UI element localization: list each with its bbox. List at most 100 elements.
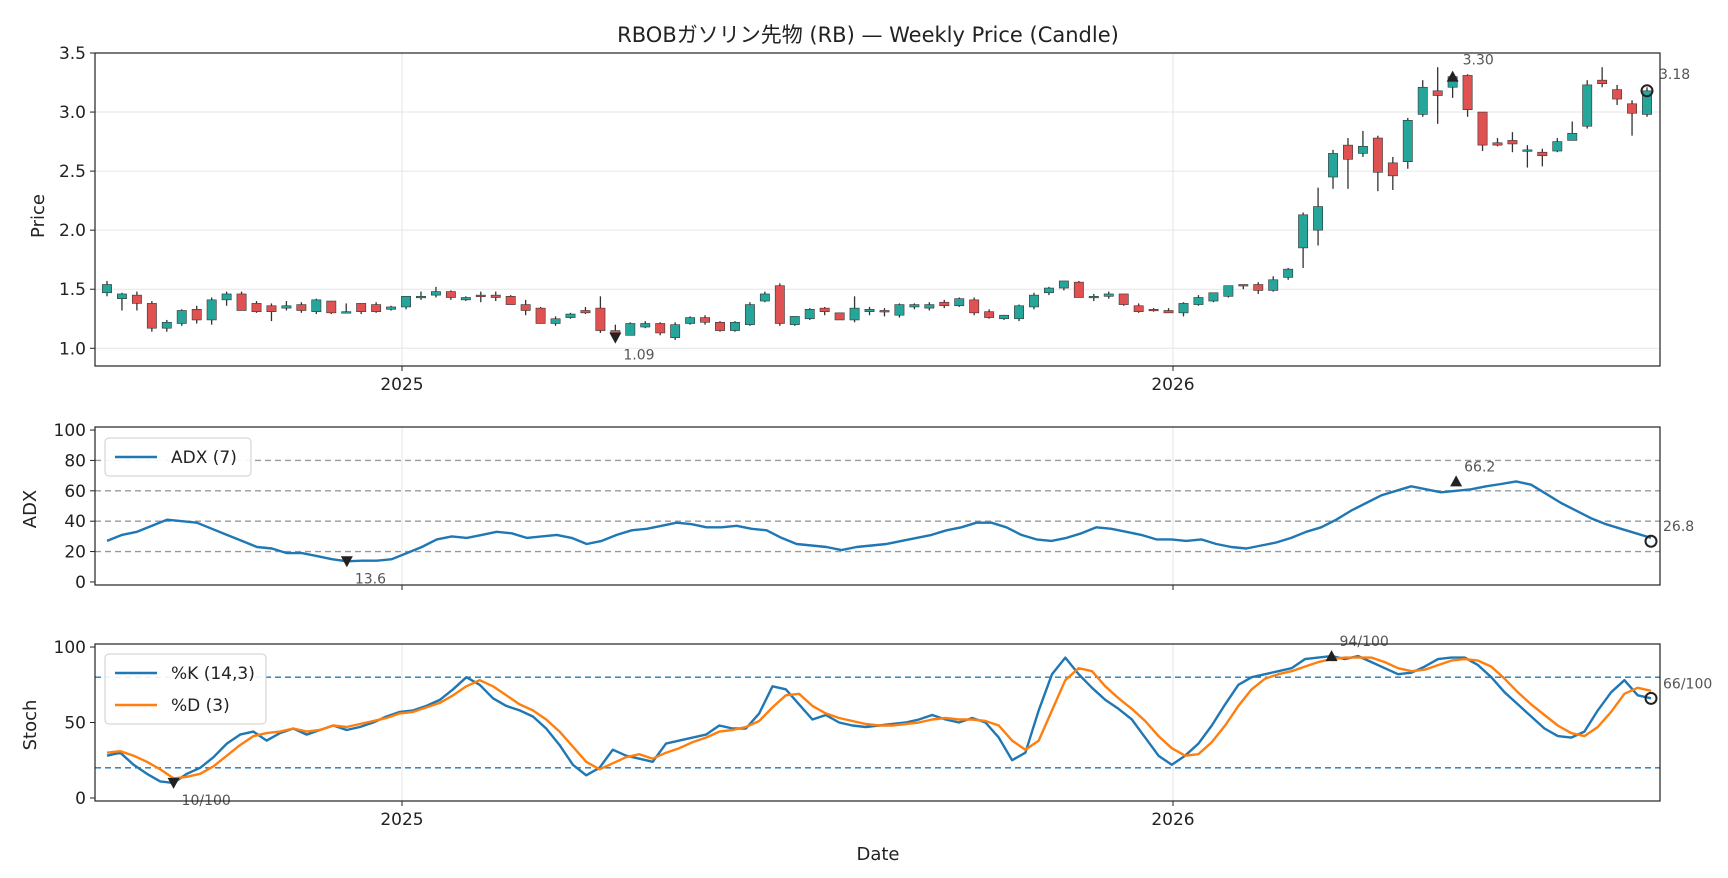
candle-body [1014, 305, 1024, 320]
candle-body [1417, 86, 1428, 115]
price-low-label: 1.09 [623, 348, 654, 364]
candle-body [1103, 293, 1114, 297]
candle-body [341, 311, 352, 314]
candle-body [1238, 284, 1249, 287]
candle-body [1163, 310, 1174, 314]
candle-body [984, 311, 995, 318]
candle-body [1208, 292, 1219, 302]
price-high-marker [1446, 70, 1459, 82]
candle-body [1268, 279, 1279, 291]
adx-y-tick-label: 0 [75, 573, 86, 593]
candle-body [954, 298, 965, 307]
candle-body [1357, 146, 1368, 154]
candle-body [1477, 111, 1488, 146]
candle-body [535, 307, 546, 324]
candle-body [1552, 141, 1563, 152]
adx-plot-frame [94, 426, 1661, 586]
k-legend-label: %K (14,3) [171, 664, 255, 684]
candle-body [281, 305, 292, 309]
candle-body [326, 300, 337, 314]
candle-body [371, 304, 382, 312]
candle-body [1298, 214, 1309, 249]
candle-body [475, 294, 486, 297]
candle-body [565, 313, 576, 318]
candle-body [1522, 149, 1533, 152]
candle-body [251, 303, 262, 312]
candle-body [1223, 285, 1234, 297]
candle-body [655, 323, 666, 334]
candle-body [520, 304, 531, 311]
candle-body [1178, 303, 1189, 314]
candle-body [161, 321, 172, 329]
candle-body [206, 299, 217, 321]
adx-y-tick-label: 20 [64, 543, 86, 563]
candle-body [700, 317, 710, 323]
candle-body [1402, 120, 1413, 162]
candle-body [266, 305, 277, 312]
stoch-y-tick-label: 50 [64, 714, 86, 734]
adx-y-tick-label: 100 [54, 421, 86, 441]
adx-y-tick-label: 60 [64, 482, 86, 502]
stoch-y-tick-label: 0 [75, 789, 86, 809]
candle-body [1612, 89, 1623, 100]
candle-body [401, 296, 411, 308]
candle-body [1193, 297, 1204, 305]
adx-last-marker [1644, 534, 1658, 548]
candle-body [1462, 75, 1473, 110]
candle-body [505, 296, 516, 305]
candle-body [715, 321, 725, 331]
price-y-tick-label: 3.5 [59, 44, 86, 64]
candle-body [550, 318, 561, 324]
price-last-marker [1640, 84, 1654, 98]
candle-body [670, 324, 681, 338]
candle-body [1507, 140, 1518, 145]
candle-body [191, 309, 202, 321]
candle-body [131, 294, 142, 304]
price-plot-frame [94, 52, 1661, 367]
candle-body [909, 304, 920, 308]
candle-body [864, 309, 875, 312]
candle-body [445, 291, 456, 298]
stoch-series-0-line [106, 654, 1652, 785]
candle-body [1283, 268, 1294, 278]
price-y-tick-label: 1.5 [59, 280, 86, 300]
candle-body [176, 310, 187, 324]
price-last-label: 3.18 [1659, 67, 1690, 83]
adx-high-label: 66.2 [1464, 459, 1495, 475]
price-low-marker [609, 332, 622, 344]
candle-body [774, 285, 785, 324]
price-y-tick-label: 3.0 [59, 103, 86, 123]
candle-body [595, 307, 606, 331]
candle-body [894, 304, 905, 316]
adx-panel: 13.6 66.2 26.8 0 20 40 60 80 100 ADX ADX (7) [20, 421, 1694, 593]
candle-body [1133, 305, 1144, 312]
stoch-series-1-line [106, 656, 1652, 780]
adx-legend: ADX (7) [104, 437, 252, 477]
candle-body [1328, 153, 1338, 178]
candle-body [102, 284, 112, 294]
candle-body [625, 323, 636, 336]
candle-body [879, 310, 890, 313]
stoch-y-tick-label: 100 [54, 638, 86, 658]
candle-body [1073, 281, 1084, 298]
candle-body [939, 301, 950, 307]
x-axis-label: Date [856, 844, 899, 865]
candle-body [1058, 280, 1069, 289]
stoch-last-marker [1644, 691, 1658, 705]
candle-body [356, 303, 367, 312]
candle-body [1044, 287, 1054, 294]
candle-body [1537, 151, 1548, 157]
candle-body [1642, 90, 1652, 115]
candle-body [311, 299, 322, 312]
candle-body [1387, 162, 1398, 177]
candle-body [236, 293, 247, 311]
candle-body [924, 304, 935, 309]
adx-series-0-line [106, 480, 1652, 563]
stoch-last-label: 66/100 [1663, 676, 1712, 692]
candle-body [969, 299, 980, 314]
d-legend-label: %D (3) [171, 696, 230, 716]
price-y-tick-label: 1.0 [59, 339, 86, 359]
candle-body [685, 317, 696, 324]
